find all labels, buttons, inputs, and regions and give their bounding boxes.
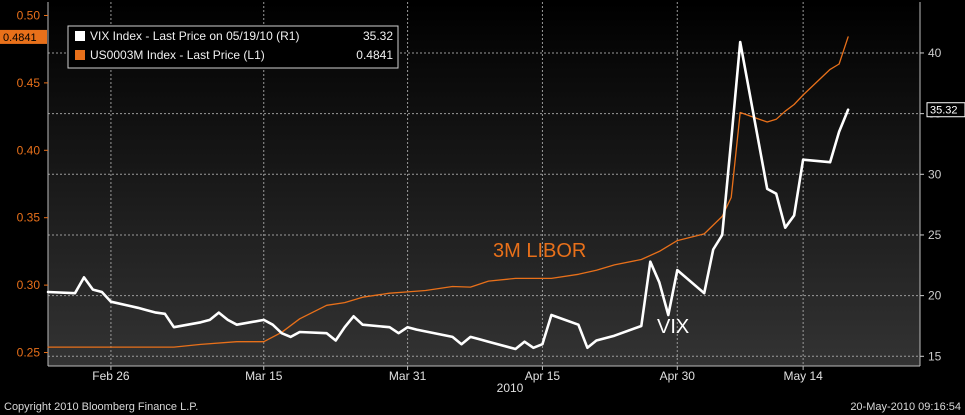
left-tick-label: 0.35	[17, 211, 41, 225]
right-tick-label: 20	[928, 289, 942, 303]
legend: VIX Index - Last Price on 05/19/10 (R1) 3…	[67, 25, 399, 69]
right-tick-label: 40	[928, 46, 942, 60]
vix-annotation: VIX	[657, 316, 689, 338]
copyright-text: Copyright 2010 Bloomberg Finance L.P.	[4, 401, 199, 413]
left-tick-label: 0.25	[17, 346, 41, 360]
left-tick-label: 0.45	[17, 76, 41, 90]
left-value-badge-text: 0.4841	[3, 32, 37, 44]
libor-series-line	[47, 36, 849, 348]
left-tick-label: 0.50	[17, 8, 41, 22]
annotations: 3M LIBOR VIX	[493, 240, 689, 338]
right-value-badge-text: 35.32	[930, 105, 958, 117]
vix-series-line	[46, 40, 850, 351]
legend-label: US0003M Index - Last Price (L1)	[90, 48, 265, 62]
legend-swatch	[75, 31, 85, 41]
x-tick-label: Feb 26	[92, 369, 130, 383]
series-layer	[46, 36, 850, 351]
x-tick-label: Mar 15	[245, 369, 283, 383]
legend-box	[67, 25, 399, 69]
axes: 0.250.300.350.400.450.50152025303540Feb …	[0, 2, 965, 395]
left-tick-label: 0.40	[17, 143, 41, 157]
left-value-badge	[0, 29, 47, 44]
legend-swatch	[75, 50, 85, 60]
legend-label: VIX Index - Last Price on 05/19/10 (R1)	[90, 29, 299, 43]
year-label: 2010	[497, 381, 524, 395]
libor-annotation: 3M LIBOR	[493, 240, 586, 262]
left-tick-label: 0.30	[17, 278, 41, 292]
legend-value: 0.4841	[356, 48, 393, 62]
legend-value: 35.32	[363, 29, 393, 43]
x-tick-label: Apr 30	[660, 369, 696, 383]
x-tick-label: Apr 15	[525, 369, 561, 383]
x-tick-label: May 14	[783, 369, 823, 383]
right-tick-label: 30	[928, 167, 942, 181]
right-tick-label: 25	[928, 228, 942, 242]
timestamp-text: 20-May-2010 09:16:54	[850, 401, 961, 413]
x-tick-label: Mar 31	[389, 369, 427, 383]
right-value-badge	[926, 102, 965, 118]
right-tick-label: 15	[928, 349, 942, 363]
